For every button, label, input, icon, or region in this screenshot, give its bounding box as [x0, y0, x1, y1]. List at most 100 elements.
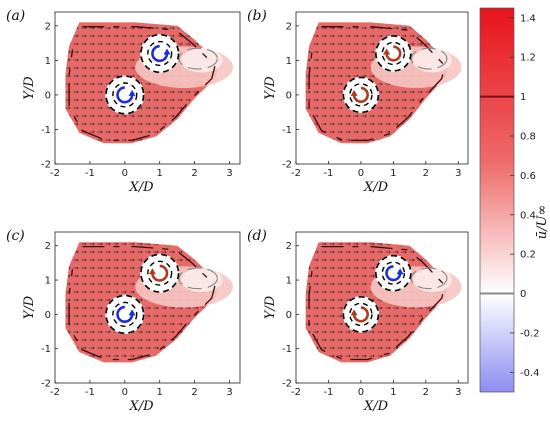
y-tick-label: 0 [45, 90, 51, 101]
colorbar-tick-label: -0.4 [520, 368, 540, 379]
x-tick-label: -1 [85, 168, 95, 179]
rotation-arrow [385, 265, 402, 282]
rotor-inner-circle [349, 302, 373, 327]
y-tick-label: 0 [45, 310, 51, 321]
x-tick-label: -2 [50, 387, 60, 398]
y-tick-label: -1 [282, 125, 292, 136]
rotor-outer-circle [342, 296, 380, 333]
y-tick-label: 1 [286, 276, 292, 287]
colorbar-tick-label: 0.2 [520, 250, 536, 261]
rotation-arrowhead [163, 48, 171, 55]
x-tick-label: -1 [323, 387, 333, 398]
rotor-outer-circle [375, 35, 412, 72]
x-tick-label: 2 [191, 168, 197, 179]
x-tick-label: 0 [358, 387, 364, 398]
rotor-1 [375, 35, 412, 72]
wake-core [180, 268, 223, 293]
y-axis-label: Y/D [22, 295, 37, 319]
rotor-disk [375, 254, 412, 292]
rotor-inner-circle [147, 40, 173, 67]
rotor-disk [140, 33, 180, 74]
x-tick-label: 3 [226, 387, 232, 398]
x-axis-label: X/D [363, 180, 389, 195]
contour-u-1 [68, 245, 216, 361]
y-tick-label: 2 [45, 241, 51, 252]
rotor-disk [375, 35, 412, 72]
colorbar-ticks: -0.4 -0.2 0 0.2 0.4 0.6 0.8 1 1.2 1.4 [480, 13, 540, 379]
colorbar-label: ū/U∞ [535, 205, 550, 240]
rotor-1 [375, 254, 412, 292]
rotor-disk [342, 296, 380, 333]
rotor-disk [105, 75, 145, 115]
panel-label: (b) [247, 8, 267, 24]
rotation-arrow [151, 44, 169, 63]
colorbar-tick-label: -0.2 [520, 328, 540, 339]
x-tick-label: 0 [122, 168, 128, 179]
rotor-2 [105, 75, 145, 115]
rotor-2 [105, 294, 145, 334]
rotor-1 [140, 253, 180, 293]
x-axis-label: X/D [128, 399, 154, 414]
rotation-arrow [385, 45, 402, 62]
rotation-arrowhead [350, 309, 358, 316]
y-tick-label: 1 [45, 276, 51, 287]
rotor-outer-circle [342, 76, 380, 114]
x-tick-label: 3 [455, 387, 461, 398]
x-tick-label: -1 [85, 387, 95, 398]
x-tick-label: 3 [226, 168, 232, 179]
x-tick-label: 2 [191, 387, 197, 398]
x-tick-label: 0 [122, 387, 128, 398]
contour-u-1 [308, 26, 446, 142]
rotor-inner-circle [112, 301, 138, 327]
y-tick-label: 2 [286, 241, 292, 252]
colorbar-ramp [479, 7, 515, 393]
rotor-2 [342, 76, 380, 114]
x-tick-label: -2 [291, 387, 301, 398]
panel-c: -2 -1 0 1 2 3 -2 -1 0 1 2 X/D Y/D (c) [6, 228, 241, 414]
colorbar: -0.4 -0.2 0 0.2 0.4 0.6 0.8 1 1.2 1.4 ū/U∞ [479, 7, 550, 393]
y-tick-label: -2 [41, 379, 51, 390]
y-tick-label: -2 [41, 160, 51, 171]
rotor-outer-circle [375, 254, 412, 292]
x-tick-label: 2 [423, 387, 429, 398]
rotor-disk [140, 253, 180, 293]
rotor-outer-circle [105, 294, 145, 334]
contour-u-0 [410, 267, 448, 290]
y-tick-label: 1 [286, 56, 292, 67]
rotor-1 [140, 33, 180, 74]
y-tick-label: 2 [45, 21, 51, 32]
plot-frame [54, 11, 241, 165]
y-tick-label: -2 [282, 379, 292, 390]
panel-d: -2 -1 0 1 2 3 -2 -1 0 1 2 X/D Y/D (d) [247, 228, 469, 414]
y-axis-label: Y/D [22, 76, 37, 100]
colorbar-tick-label: 1.2 [520, 53, 536, 64]
rotor-outer-circle [140, 33, 180, 74]
y-tick-label: -1 [41, 125, 51, 136]
rotor-inner-circle [381, 261, 406, 285]
y-axis-label: Y/D [263, 76, 278, 100]
y-tick-label: -1 [282, 344, 292, 355]
x-tick-label: -1 [323, 168, 333, 179]
panel-label: (d) [247, 228, 267, 244]
y-tick-label: 0 [286, 90, 292, 101]
rotation-arrowhead [350, 89, 358, 96]
rotation-arrowhead [396, 268, 404, 275]
plot-frame [295, 11, 469, 165]
y-tick-label: -2 [282, 160, 292, 171]
y-tick-label: 0 [286, 310, 292, 321]
rotor-disk [105, 294, 145, 334]
panels: -2 -1 0 1 2 3 -2 -1 0 1 2 X/D Y/D (a) -2 -1 0 1 2 3 -2 -1 0 1 2 X… [6, 8, 469, 414]
colorbar-tick-label: 0 [520, 289, 526, 300]
rotation-arrowhead [128, 89, 136, 96]
contour-u-0 [178, 47, 218, 70]
rotor-inner-circle [147, 260, 173, 286]
x-tick-label: 1 [390, 387, 396, 398]
contour-u-0 [178, 267, 218, 290]
x-tick-label: -2 [291, 168, 301, 179]
rotation-arrowhead [383, 48, 391, 55]
rotor-outer-circle [140, 253, 180, 293]
colorbar-tick-label: 0.8 [520, 132, 536, 143]
rotor-disk [342, 76, 380, 114]
rotor-inner-circle [112, 82, 138, 108]
